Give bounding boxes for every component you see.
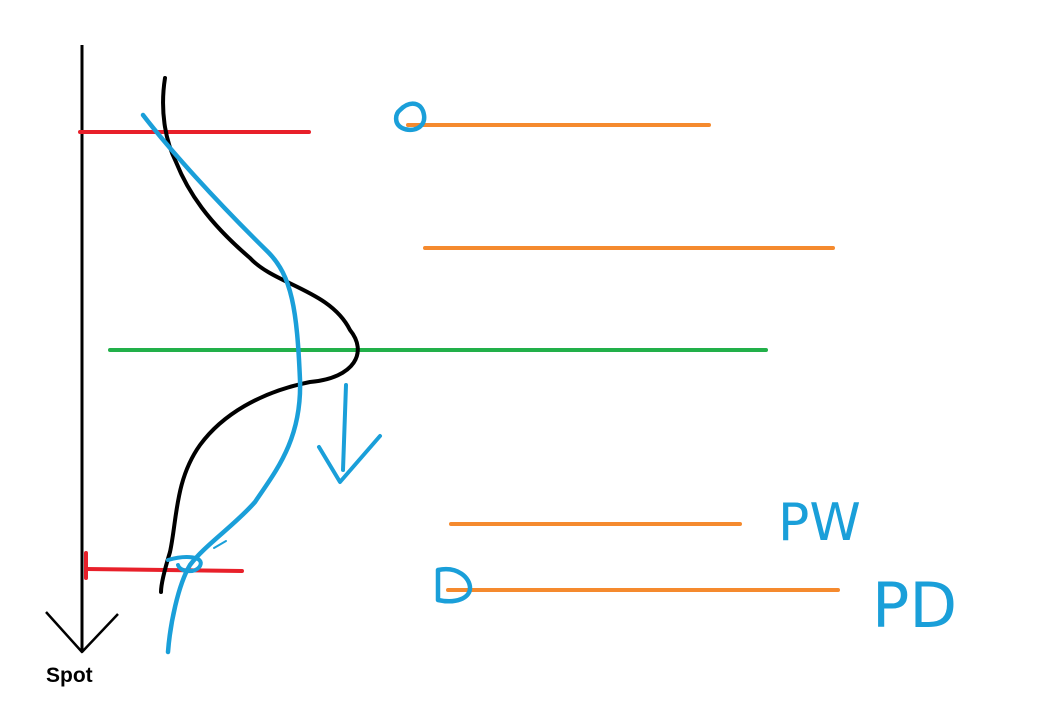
black-curve (159, 76, 360, 594)
blue-circle-top (393, 101, 427, 133)
blue-down-arrow-shaft (341, 383, 348, 472)
blue-curve (140, 112, 303, 655)
blue-d-shape (435, 566, 473, 604)
spot-axis-label: Spot (46, 664, 93, 687)
pd-label: PD (872, 569, 957, 642)
spot-axis-arrowhead (45, 611, 119, 654)
blue-down-arrow-head (317, 434, 382, 484)
blue-intersection-mark (166, 555, 203, 574)
pw-label: PW (778, 493, 861, 553)
blue-small-tick (213, 540, 227, 549)
